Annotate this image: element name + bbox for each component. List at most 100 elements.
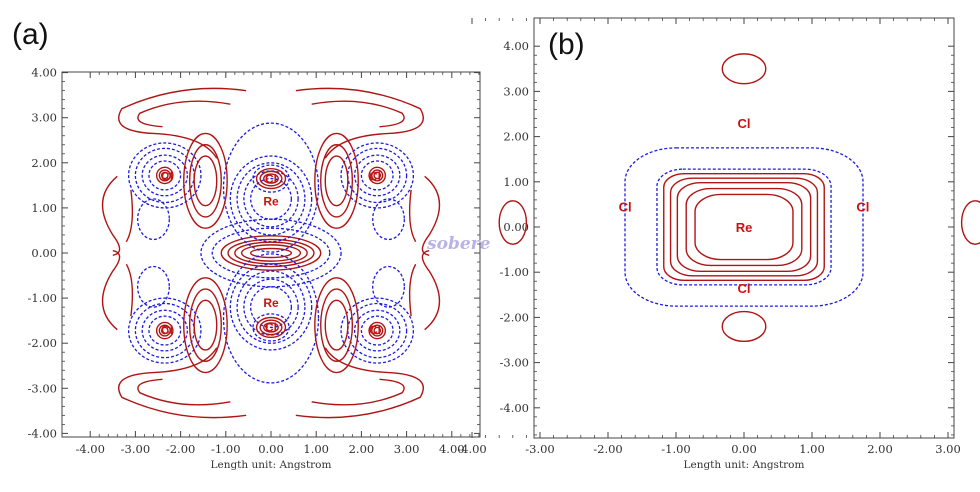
atom-label-re: Re [263,296,279,310]
corner-cl-dashed [353,154,401,197]
side-wave-solid [421,175,441,256]
x-tick-label: 2.00 [867,442,893,456]
cl-bottom-contour [721,310,767,343]
outer-arc-solid-inner [137,378,231,406]
mid-dashed [137,198,170,241]
axis-ticks-a: -4.00 -3.00 -2.00 -1.00 0.00 1.00 2.00 3.00 4.00… [28,66,480,456]
side-lobe-solid [193,155,218,207]
re-solid-contour [676,182,812,272]
y-tick-label: -1.00 [28,291,58,305]
side-wave-solid [101,250,121,331]
atom-label-cl: Cl [265,172,277,186]
y-tick-label: 4.00 [503,39,529,53]
corner-cl-solid [160,171,169,180]
cl-contour-solid [259,319,283,336]
contour-lines-a [101,87,441,419]
y-tick-label: 1.00 [31,201,57,215]
atom-label-cl: Cl [161,170,173,184]
y-tick-label: -2.00 [28,336,58,350]
x-tick-label: 4.00 [439,442,465,456]
y-tick-label: 3.00 [31,111,57,125]
re-solid-contour [694,193,794,261]
bond-contour-dashed [211,227,331,279]
side-lobe-solid [320,144,354,218]
bond-contour-solid [227,238,315,268]
panel-label-b: (b) [548,28,585,61]
re-contour-dashed [236,162,306,236]
atom-label-cl: Cl [738,116,751,131]
corner-cl-dashed [360,315,394,346]
corner-cl-solid [155,321,174,340]
y-tick-label: -3.00 [28,381,58,395]
atom-label-cl: Cl [619,200,632,215]
outer-arc-solid [118,87,247,159]
y-tick-label: 1.00 [503,175,529,189]
side-lobe-solid [188,144,222,218]
axis-ticks-b: -4.00 -3.00 -2.00 -1.00 0.00 1.00 2.00 3.00 4.00… [457,18,961,456]
cl-contour-dashed [252,164,290,193]
axis-unit-label-b: Length unit: Angstrom [684,459,805,471]
bond-contour-solid [220,235,322,271]
y-tick-label: 0.00 [503,220,529,234]
y-tick-label: 2.00 [31,156,57,170]
mid-dashed [372,198,405,241]
atom-label-cl: Cl [265,321,277,335]
mid-dashed [137,265,170,308]
y-tick-label: 3.00 [503,84,529,98]
side-lobe-solid [324,299,349,351]
re-outer-dashed [222,253,320,384]
side-wave-solid-inner [125,189,134,243]
cl-contour-dashed [252,313,290,342]
corner-cl-solid [368,166,387,185]
corner-cl-dashed [360,160,394,191]
x-tick-label: -4.00 [75,442,105,456]
side-wave-solid [101,175,121,256]
corner-cl-dashed [347,302,408,359]
cl-contour-solid [255,316,287,339]
y-tick-label: -3.00 [500,356,530,370]
x-tick-label: -3.00 [525,442,555,456]
panel-label-a: (a) [12,18,49,51]
re-contour-dashed [250,286,292,329]
atom-label-re: Re [263,194,279,208]
re-outer-dashed [222,122,320,253]
corner-cl-solid [368,321,387,340]
corner-cl-solid [158,169,171,182]
corner-cl-solid [155,166,174,185]
re-contour-dashed [243,170,299,228]
contour-lines-b [498,53,980,343]
bond-contour-solid [249,247,293,259]
atom-label-cl: Cl [369,170,381,184]
re-contour-dashed [250,177,292,220]
cl-contour-solid [263,322,279,333]
x-tick-label: 0.00 [258,442,284,456]
x-tick-label: -3.00 [121,442,151,456]
x-tick-label: -2.00 [166,442,196,456]
atom-label-cl: Cl [161,323,173,337]
mid-dashed [372,265,405,308]
side-wave-solid-inner [408,263,417,317]
y-tick-label: -4.00 [28,426,58,440]
x-tick-label: 2.00 [349,442,375,456]
corner-cl-solid [373,171,382,180]
x-tick-label: 0.00 [731,442,757,456]
re-solid-contour [669,177,819,277]
outer-arc-solid [295,347,424,419]
side-wave-solid-inner [125,263,134,317]
corner-cl-dashed [148,315,182,346]
y-tick-label: 2.00 [503,130,529,144]
atom-label-cl: Cl [856,200,869,215]
cl-contour-solid [263,173,279,184]
bond-contour-solid [240,244,302,262]
corner-cl-dashed [127,297,202,364]
cl-contour-solid [255,167,287,190]
re-solid-contour [685,187,803,267]
side-lobe-solid [314,277,359,374]
corner-cl-dashed [347,147,408,204]
re-contour-dashed [229,263,313,351]
corner-cl-dashed [141,154,189,197]
outer-dashed-contour [624,147,864,307]
side-lobe-solid [324,155,349,207]
x-tick-label: -1.00 [661,442,691,456]
corner-cl-solid [371,324,384,337]
